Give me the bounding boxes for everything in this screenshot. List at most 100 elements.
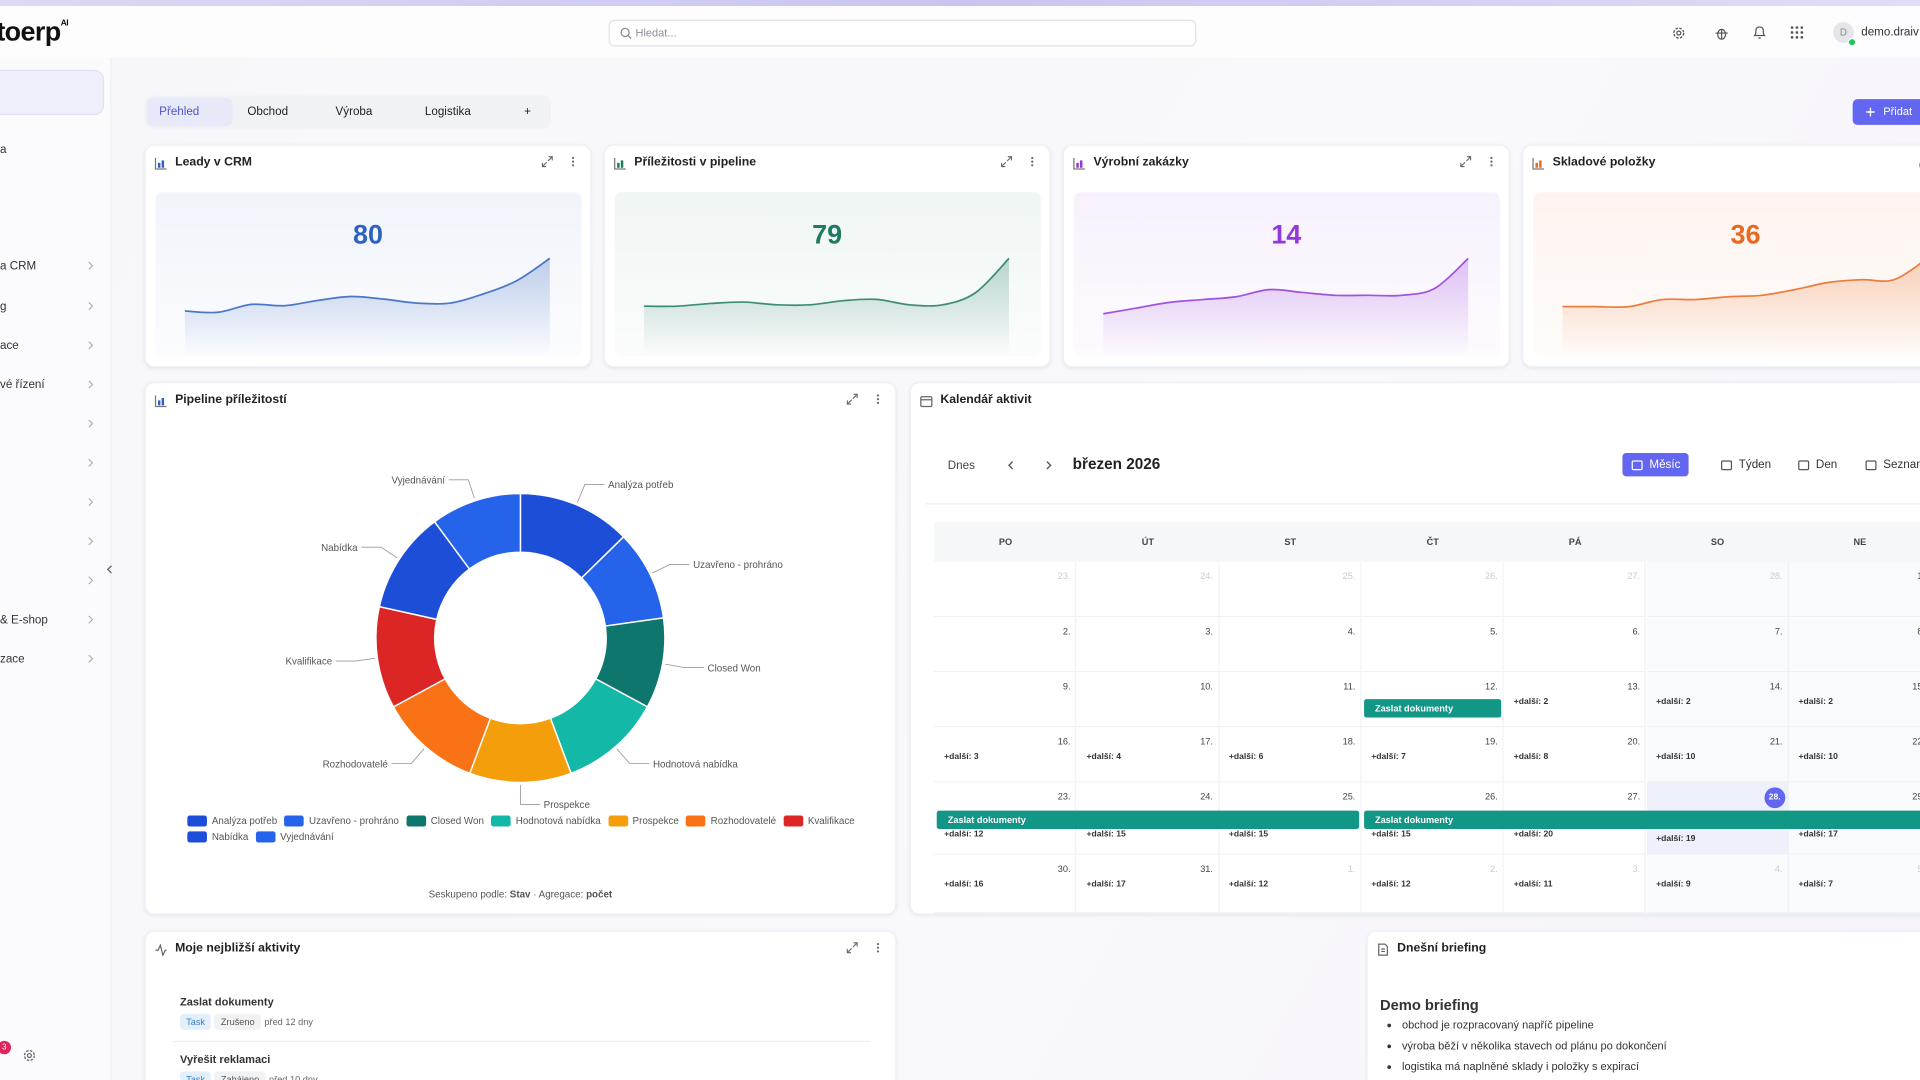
view-button[interactable]: Měsíc [1622,453,1689,477]
menu-button[interactable] [1030,156,1035,168]
more-link[interactable]: +další: 3 [944,753,979,762]
sidebar-item[interactable]: a [0,143,7,157]
more-link[interactable]: +další: 4 [1086,753,1122,762]
calendar-day[interactable]: 6. [1503,617,1647,673]
calendar-event[interactable]: Zaslat dokumenty [1363,810,1920,829]
more-link[interactable]: +další: 16 [944,880,984,889]
more-link[interactable]: +další: 2 [1798,697,1834,707]
calendar-day[interactable]: 24. [1076,562,1220,618]
calendar-day[interactable]: 25. [1219,562,1362,618]
legend-item[interactable]: Rozhodovatelé [686,815,776,827]
expand-button[interactable] [846,393,858,405]
calendar-event[interactable]: Zaslat dokumenty [1363,699,1502,718]
sidebar-item[interactable]: a CRM [0,259,37,274]
calendar-day[interactable]: 1. +další: 12 [1219,854,1362,914]
more-link[interactable]: +další: 19 [1656,835,1696,844]
sidebar-item[interactable]: ace [0,339,19,353]
legend-item[interactable]: Closed Won [406,815,484,827]
expand-button[interactable] [541,156,553,168]
calendar-day[interactable]: 4. [1219,617,1362,673]
calendar-day[interactable]: 2. +další: 12 [1361,854,1504,914]
calendar-day[interactable]: 28. [1646,562,1789,618]
calendar-day[interactable]: 26. [1361,562,1504,618]
sidebar-item[interactable]: vé řízení [0,378,45,392]
calendar-day[interactable]: 20. +další: 8 [1503,727,1647,783]
calendar-day[interactable]: 14. +další: 2 [1646,672,1789,728]
more-link[interactable]: +další: 12 [1371,880,1411,889]
more-link[interactable]: +další: 8 [1513,753,1549,762]
menu-button[interactable] [876,942,881,954]
sidebar-item[interactable]: zace [0,652,25,667]
prev-month[interactable] [1005,459,1017,471]
logo[interactable]: toerpAI [0,15,69,48]
menu-button[interactable] [876,393,881,405]
calendar-day[interactable]: 18. +další: 6 [1219,727,1362,783]
more-link[interactable]: +další: 7 [1798,880,1834,889]
more-link[interactable]: +další: 17 [1798,830,1838,839]
legend-item[interactable]: Kvalifikace [783,815,855,827]
calendar-day[interactable]: 4. +další: 9 [1646,854,1789,914]
more-link[interactable]: +další: 2 [1656,697,1691,707]
expand-button[interactable] [846,942,858,954]
view-button[interactable]: Týden [1712,453,1780,476]
legend-item[interactable]: Analýza potřeb [187,815,277,827]
tab[interactable]: Výroba [335,105,373,119]
more-link[interactable]: +další: 15 [1228,830,1269,839]
sidebar-settings[interactable] [22,1048,37,1063]
tab[interactable]: Logistika [424,105,471,119]
logo-text[interactable]: toerp [0,15,61,47]
avatar[interactable]: D [1833,22,1854,43]
more-link[interactable]: +další: 15 [1086,830,1126,839]
today-button[interactable]: Dnes [947,459,975,473]
more-link[interactable]: +další: 12 [944,830,984,839]
calendar-day[interactable]: 30. +další: 16 [934,854,1077,914]
legend-item[interactable]: Prospekce [608,815,679,827]
calendar-event[interactable]: Zaslat dokumenty [936,810,1360,829]
calendar-day[interactable]: 16. +další: 3 [934,727,1077,783]
sidebar-item[interactable]: g [0,300,7,314]
legend-item[interactable]: Nabídka [187,831,248,843]
more-link[interactable]: +další: 2 [1513,697,1549,707]
view-button[interactable]: Seznam [1856,453,1920,476]
view-button[interactable]: Den [1789,453,1846,476]
calendar-day[interactable]: 22. +další: 10 [1788,727,1920,783]
expand-button[interactable] [1460,156,1472,168]
more-link[interactable]: +další: 6 [1228,753,1264,762]
settings-icon[interactable] [1671,26,1686,41]
more-link[interactable]: +další: 10 [1798,753,1838,762]
calendar-day[interactable]: 17. +další: 4 [1076,727,1220,783]
legend-item[interactable]: Hodnotová nabídka [491,815,601,827]
calendar-day[interactable]: 8. [1788,617,1920,673]
calendar-day[interactable]: 9. [934,672,1077,728]
expand-button[interactable] [1000,156,1012,168]
calendar-day[interactable]: 5. [1361,617,1504,673]
calendar-day[interactable]: 7. [1646,617,1789,673]
more-link[interactable]: +další: 11 [1513,880,1553,889]
sidebar-item[interactable]: & E-shop [0,613,48,627]
calendar-day[interactable]: 27. [1503,562,1647,618]
legend-item[interactable]: Uzavřeno - prohráno [284,815,399,827]
calendar-day[interactable]: 19. +další: 7 [1361,727,1504,783]
tab[interactable]: + [524,105,531,119]
calendar-day[interactable]: 10. [1076,672,1220,728]
calendar-day[interactable]: 11. [1219,672,1362,728]
calendar-day[interactable]: 2. [934,617,1077,673]
calendar-day[interactable]: 23. [934,562,1077,618]
activity-title[interactable]: Zaslat dokumenty [180,995,274,1008]
tab[interactable]: Obchod [247,105,289,119]
activity-title[interactable]: Vyřešit reklamaci [180,1053,271,1066]
apps-icon[interactable] [1790,26,1804,39]
more-link[interactable]: +další: 15 [1371,830,1411,839]
calendar-day[interactable]: 1. [1788,562,1920,618]
menu-button[interactable] [1489,156,1494,168]
search-box[interactable]: Hledat... [608,19,1197,47]
bug-icon[interactable] [1714,26,1729,41]
more-link[interactable]: +další: 7 [1371,753,1406,762]
calendar-day[interactable]: 15. +další: 2 [1788,672,1920,728]
next-month[interactable] [1042,459,1054,471]
calendar-day[interactable]: 21. +další: 10 [1646,727,1789,783]
more-link[interactable]: +další: 12 [1228,880,1269,889]
calendar-day[interactable]: 3. [1076,617,1220,673]
legend-item[interactable]: Vyjednávání [255,831,334,843]
more-link[interactable]: +další: 20 [1513,830,1554,839]
